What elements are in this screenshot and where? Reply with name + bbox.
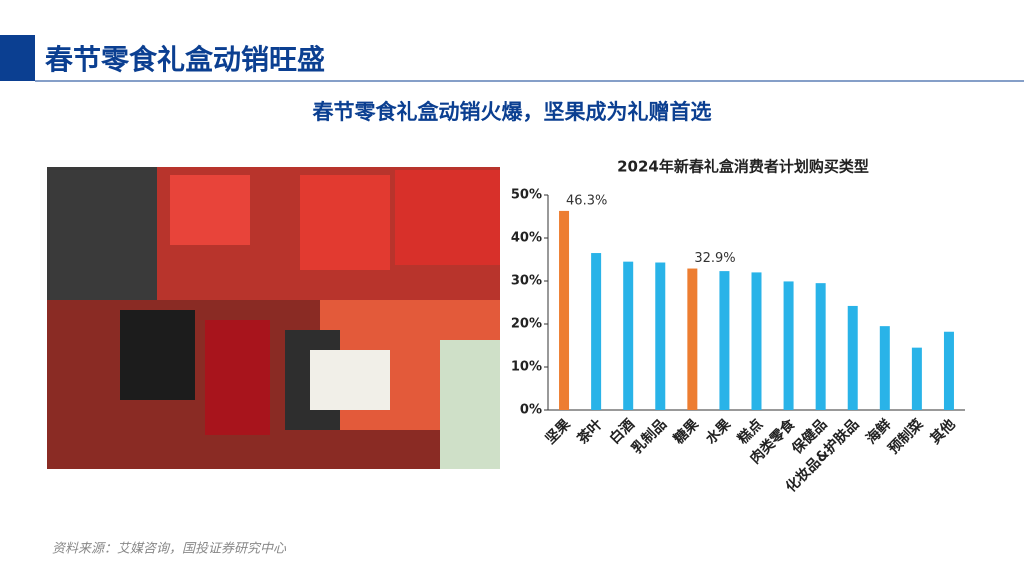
slide-title: 春节零食礼盒动销旺盛 bbox=[45, 43, 325, 76]
photo bbox=[47, 167, 500, 469]
bar bbox=[815, 283, 826, 410]
x-tick-label: 糖果 bbox=[670, 415, 703, 448]
x-tick-label: 其他 bbox=[927, 416, 959, 448]
y-tick-label: 10% bbox=[511, 360, 542, 375]
bar bbox=[591, 253, 602, 410]
value-label: 46.3% bbox=[566, 193, 607, 208]
bar bbox=[751, 272, 762, 410]
value-label: 32.9% bbox=[694, 251, 735, 266]
y-tick-label: 20% bbox=[511, 317, 542, 332]
x-tick-label: 坚果 bbox=[543, 416, 575, 448]
slide-subtitle: 春节零食礼盒动销火爆，坚果成为礼赠首选 bbox=[313, 100, 712, 124]
x-tick-label: 水果 bbox=[702, 415, 735, 448]
bar bbox=[879, 326, 890, 410]
chart-title: 2024年新春礼盒消费者计划购买类型 bbox=[617, 158, 869, 176]
bar bbox=[559, 210, 570, 410]
bar bbox=[783, 281, 794, 410]
x-tick-label: 预制菜 bbox=[885, 415, 927, 457]
bar bbox=[719, 271, 730, 410]
y-tick-label: 40% bbox=[511, 231, 542, 246]
bar bbox=[623, 261, 634, 410]
x-tick-label: 乳制品 bbox=[628, 416, 670, 458]
bar bbox=[687, 268, 698, 410]
bar bbox=[943, 331, 954, 410]
bar bbox=[655, 262, 666, 410]
title-block bbox=[0, 35, 35, 81]
bar bbox=[847, 305, 858, 410]
y-tick-label: 30% bbox=[511, 274, 542, 289]
y-tick-label: 0% bbox=[520, 403, 542, 418]
source-note: 资料来源：艾媒咨询，国投证券研究中心 bbox=[52, 541, 287, 557]
bar bbox=[911, 347, 922, 410]
y-tick-label: 50% bbox=[511, 188, 542, 203]
x-tick-label: 茶叶 bbox=[573, 416, 606, 449]
